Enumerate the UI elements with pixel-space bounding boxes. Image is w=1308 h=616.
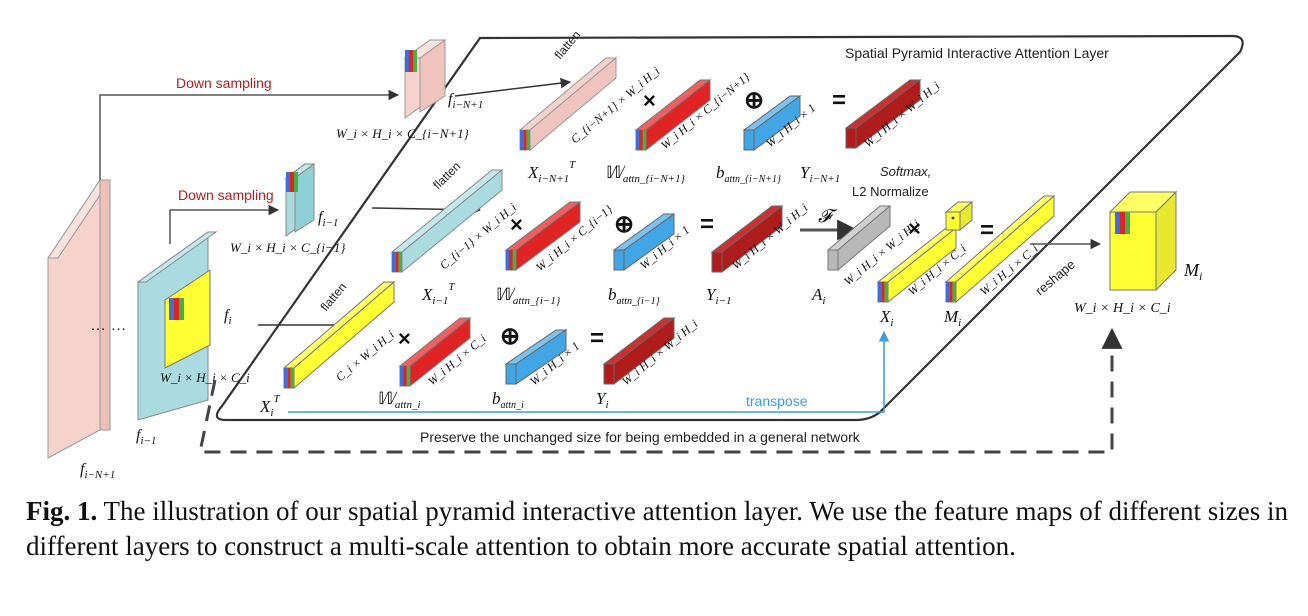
dim-top-label: W_i × H_i × C_{i−N+1}	[336, 126, 470, 141]
F-label: 𝓕	[818, 206, 838, 226]
W-i1-label: 𝕎attn_{i−1}	[494, 285, 561, 307]
w-bar-top	[634, 78, 712, 152]
Y-i1-label: Yi−1	[706, 285, 731, 307]
transpose-label: transpose	[746, 393, 808, 409]
dim-bot-label: W_i × H_i × C_i	[160, 370, 250, 385]
output-map	[1108, 190, 1178, 292]
feature-map-f-i	[164, 269, 211, 369]
figure-number: Fig. 1.	[26, 496, 98, 526]
dashed-return-line	[198, 327, 1123, 454]
dots-label: … …	[90, 317, 126, 334]
flatten-label-mid: flatten	[430, 159, 463, 192]
b-N1-label: battn_{i−N+1}	[716, 163, 781, 185]
flatten-label-bot: flatten	[318, 280, 350, 314]
A-label: Ai	[811, 285, 825, 307]
X-i-right-label: Xi	[879, 307, 893, 329]
flatten-arrow-top	[454, 77, 572, 97]
times-op-mid: ×	[510, 212, 523, 237]
X-i-label: XiT	[259, 393, 280, 419]
flat-bar-top	[518, 56, 618, 152]
feature-map-f-i-N1	[47, 178, 111, 459]
plus-op-mid: ⊕	[614, 211, 634, 238]
dim-out-label: W_i × H_i × C_i	[1074, 301, 1171, 316]
plus-op-bot: ⊕	[500, 323, 520, 350]
times-op-bot: ×	[398, 326, 411, 351]
flatten-label-top: flatten	[552, 28, 584, 62]
Mprime-label: Mi	[1183, 260, 1202, 283]
X-i1-label: Xi−1T	[421, 281, 455, 307]
y-bar-bot	[602, 316, 676, 386]
dim-mid-label: W_i × H_i × C_{i−1}	[230, 240, 346, 255]
w-bar-mid	[504, 201, 582, 271]
figure-caption: Fig. 1. The illustration of our spatial …	[26, 494, 1288, 564]
times-op-x: ×	[908, 216, 921, 241]
Y-N1-label: Yi−N+1	[800, 163, 840, 185]
equals-op-top: =	[832, 87, 846, 114]
flat-bar-bot	[282, 280, 396, 390]
reshape-label: reshape	[1032, 257, 1078, 299]
plus-op-top: ⊕	[744, 87, 764, 114]
fprime-mid-label: fi−1	[318, 209, 338, 229]
times-op-top: ×	[643, 88, 656, 113]
b-bar-top	[742, 95, 802, 151]
equals-op-bot: =	[590, 325, 604, 352]
small-yellow-block	[944, 200, 974, 232]
a-bar	[826, 204, 892, 272]
down-sampling-arrow-top	[99, 89, 400, 180]
softmax-label-2: L2 Normalize	[852, 184, 929, 199]
b-i-label: battn_i	[492, 389, 524, 411]
layer-title: Spatial Pyramid Interactive Attention La…	[845, 45, 1109, 61]
b-bar-mid	[612, 213, 676, 271]
w-bar-bot	[398, 316, 472, 388]
down-sampling-arrow-mid	[169, 204, 280, 244]
X-N1-label: Xi−N+1T	[527, 159, 576, 185]
spatial-pyramid-diagram: Spatial Pyramid Interactive Attention La…	[47, 28, 1244, 481]
y-bar-mid	[710, 204, 784, 274]
attention-layer-plane	[215, 34, 1244, 422]
W-N1-label: 𝕎attn_{i−N+1}	[604, 163, 686, 185]
Y-i-label: Yi	[596, 389, 609, 411]
fprime-mid-map	[284, 163, 316, 237]
transpose-arrow	[288, 330, 890, 413]
b-bar-bot	[504, 329, 568, 385]
fprime-top-label: fi−N+1	[448, 91, 483, 111]
softmax-label-1: Softmax,	[880, 164, 931, 179]
equals-op-mid: =	[700, 211, 714, 238]
caption-text: The illustration of our spatial pyramid …	[26, 496, 1288, 561]
f-i-1-label: fi−1	[136, 427, 156, 447]
W-i-label: 𝕎attn_i	[376, 389, 421, 411]
f-i-N1-label: fi−N+1	[80, 461, 115, 481]
down-sampling-label-top: Down sampling	[176, 75, 272, 91]
equals-op-m: =	[980, 217, 994, 244]
m-bar	[944, 194, 1056, 304]
down-sampling-label-mid: Down sampling	[178, 187, 274, 203]
preserve-label: Preserve the unchanged size for being em…	[420, 429, 861, 445]
flat-bar-mid	[390, 168, 504, 274]
fprime-i-label: fi	[224, 307, 232, 327]
y-bar-top	[844, 79, 922, 149]
b-i1-label: battn_{i−1}	[608, 285, 660, 307]
x-bar	[876, 226, 958, 304]
fprime-top-map	[403, 39, 447, 119]
M-label: Mi	[943, 307, 961, 329]
